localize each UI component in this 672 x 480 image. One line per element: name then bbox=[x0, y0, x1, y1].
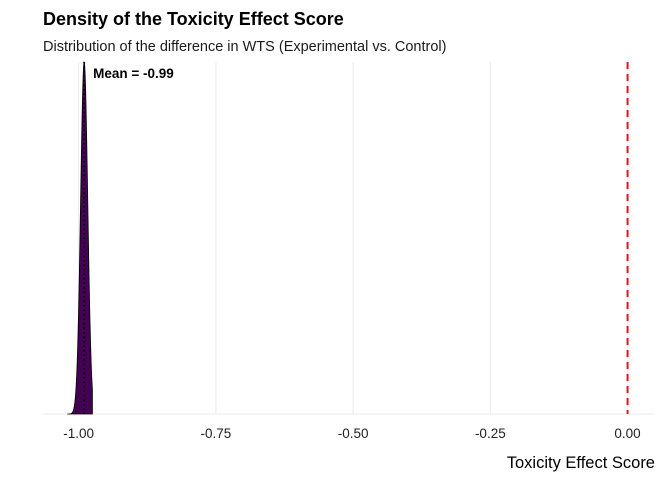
x-tick-label-1: -0.75 bbox=[201, 426, 232, 441]
x-tick-label-2: -0.50 bbox=[338, 426, 369, 441]
mean-label: Mean = -0.99 bbox=[93, 66, 174, 81]
x-axis-title: Toxicity Effect Score bbox=[507, 454, 655, 472]
chart-subtitle: Distribution of the difference in WTS (E… bbox=[43, 39, 446, 55]
x-tick-label-3: -0.25 bbox=[475, 426, 506, 441]
density-area bbox=[67, 61, 93, 415]
x-axis-ticks: -1.00 -0.75 -0.50 -0.25 0.00 bbox=[63, 426, 640, 441]
x-tick-label-0: -1.00 bbox=[63, 426, 94, 441]
chart-title: Density of the Toxicity Effect Score bbox=[43, 9, 344, 29]
x-tick-label-4: 0.00 bbox=[614, 426, 640, 441]
gridlines bbox=[78, 62, 629, 414]
